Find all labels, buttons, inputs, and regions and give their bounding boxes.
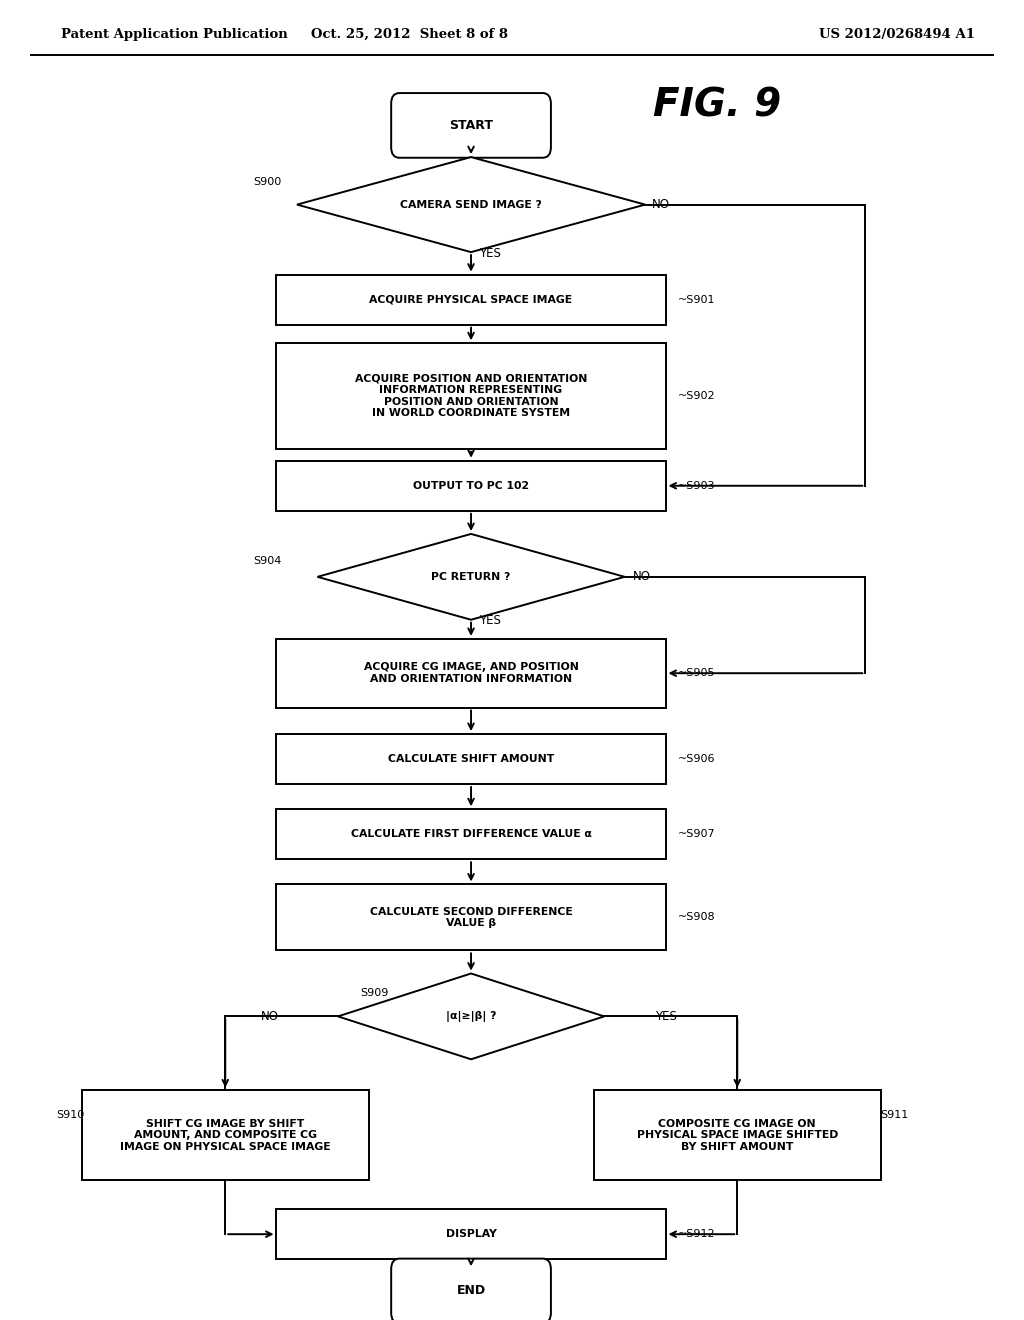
- Text: START: START: [450, 119, 493, 132]
- Bar: [594, 1090, 881, 1180]
- Text: CALCULATE SHIFT AMOUNT: CALCULATE SHIFT AMOUNT: [388, 754, 554, 764]
- Text: ~S907: ~S907: [678, 829, 716, 840]
- Text: PC RETURN ?: PC RETURN ?: [431, 572, 511, 582]
- Bar: [276, 275, 666, 325]
- Text: YES: YES: [479, 247, 501, 260]
- Text: ACQUIRE POSITION AND ORIENTATION
INFORMATION REPRESENTING
POSITION AND ORIENTATI: ACQUIRE POSITION AND ORIENTATION INFORMA…: [355, 374, 587, 418]
- Text: S904: S904: [253, 556, 282, 566]
- Text: ~S903: ~S903: [678, 480, 716, 491]
- Text: CALCULATE FIRST DIFFERENCE VALUE α: CALCULATE FIRST DIFFERENCE VALUE α: [350, 829, 592, 840]
- Text: S900: S900: [253, 177, 282, 187]
- Text: YES: YES: [655, 1010, 677, 1023]
- Text: END: END: [457, 1284, 485, 1298]
- Text: ~S912: ~S912: [678, 1229, 716, 1239]
- FancyBboxPatch shape: [391, 92, 551, 158]
- Polygon shape: [338, 974, 604, 1059]
- Text: Oct. 25, 2012  Sheet 8 of 8: Oct. 25, 2012 Sheet 8 of 8: [311, 28, 508, 41]
- Bar: [276, 884, 666, 950]
- Text: CALCULATE SECOND DIFFERENCE
VALUE β: CALCULATE SECOND DIFFERENCE VALUE β: [370, 907, 572, 928]
- Text: US 2012/0268494 A1: US 2012/0268494 A1: [819, 28, 975, 41]
- Text: COMPOSITE CG IMAGE ON
PHYSICAL SPACE IMAGE SHIFTED
BY SHIFT AMOUNT: COMPOSITE CG IMAGE ON PHYSICAL SPACE IMA…: [637, 1118, 838, 1152]
- FancyBboxPatch shape: [391, 1259, 551, 1320]
- Text: NO: NO: [633, 570, 651, 583]
- Bar: [276, 809, 666, 859]
- Text: S910: S910: [56, 1110, 85, 1121]
- Text: S909: S909: [360, 987, 389, 998]
- Bar: [276, 343, 666, 449]
- Text: ~S905: ~S905: [678, 668, 716, 678]
- Bar: [82, 1090, 369, 1180]
- Text: NO: NO: [260, 1010, 279, 1023]
- Text: ~S901: ~S901: [678, 294, 716, 305]
- Text: ~S902: ~S902: [678, 391, 716, 401]
- Text: S911: S911: [881, 1110, 909, 1121]
- Bar: [276, 1209, 666, 1259]
- Bar: [276, 461, 666, 511]
- Text: CAMERA SEND IMAGE ?: CAMERA SEND IMAGE ?: [400, 199, 542, 210]
- Text: Patent Application Publication: Patent Application Publication: [61, 28, 288, 41]
- Text: ACQUIRE PHYSICAL SPACE IMAGE: ACQUIRE PHYSICAL SPACE IMAGE: [370, 294, 572, 305]
- Text: ~S908: ~S908: [678, 912, 716, 923]
- Text: FIG. 9: FIG. 9: [652, 87, 781, 124]
- Text: ACQUIRE CG IMAGE, AND POSITION
AND ORIENTATION INFORMATION: ACQUIRE CG IMAGE, AND POSITION AND ORIEN…: [364, 663, 579, 684]
- Text: SHIFT CG IMAGE BY SHIFT
AMOUNT, AND COMPOSITE CG
IMAGE ON PHYSICAL SPACE IMAGE: SHIFT CG IMAGE BY SHIFT AMOUNT, AND COMP…: [120, 1118, 331, 1152]
- Text: DISPLAY: DISPLAY: [445, 1229, 497, 1239]
- Text: OUTPUT TO PC 102: OUTPUT TO PC 102: [413, 480, 529, 491]
- Text: |α|≥|β| ?: |α|≥|β| ?: [445, 1011, 497, 1022]
- Text: ~S906: ~S906: [678, 754, 716, 764]
- Text: NO: NO: [652, 198, 671, 211]
- Polygon shape: [297, 157, 645, 252]
- Text: YES: YES: [479, 614, 501, 627]
- Polygon shape: [317, 535, 625, 620]
- Bar: [276, 734, 666, 784]
- Bar: [276, 639, 666, 708]
